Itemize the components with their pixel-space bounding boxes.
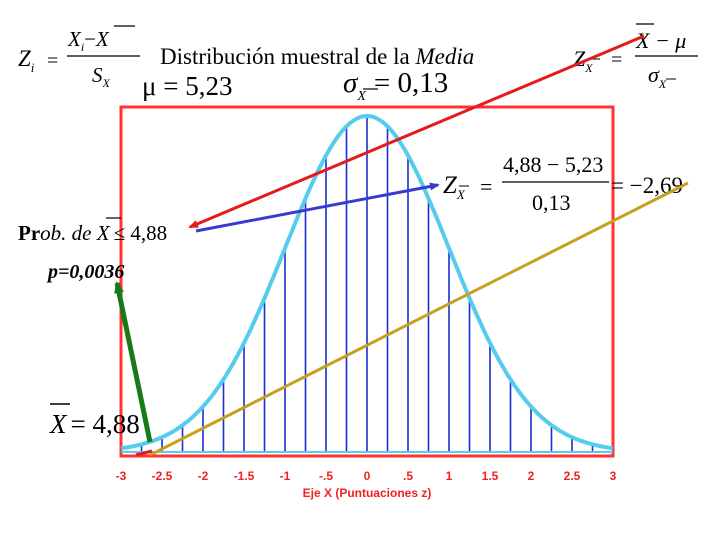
probability-label: Prob. de X ≤ 4,88 xyxy=(18,217,167,245)
gold-line xyxy=(149,181,689,457)
svg-text:=: = xyxy=(47,50,58,72)
svg-text:=: = xyxy=(480,174,492,199)
x-tick-label: -1.5 xyxy=(234,469,255,483)
x-tick-label: 2.5 xyxy=(564,469,581,483)
x-tick-label: 3 xyxy=(610,469,617,483)
red-tail-marker xyxy=(135,449,153,457)
sigma-value: σX = 0,13 xyxy=(343,67,448,104)
x-tick-label: -3 xyxy=(116,469,127,483)
svg-text:SX: SX xyxy=(92,63,111,90)
svg-text:0,13: 0,13 xyxy=(532,190,571,215)
x-tick-label: 0 xyxy=(364,469,371,483)
blue-arrow xyxy=(195,182,440,233)
svg-text:σX= 0,13: σX = 0,13 xyxy=(343,67,448,104)
svg-text:X − μ: X − μ xyxy=(635,28,686,53)
green-arrow xyxy=(114,281,153,443)
x-tick-label: 1.5 xyxy=(482,469,499,483)
svg-text:=: = xyxy=(611,49,622,71)
x-tick-label: -.5 xyxy=(319,469,333,483)
x-tick-label: .5 xyxy=(403,469,413,483)
page-title: Distribución muestral de la Media xyxy=(160,44,474,69)
x-tick-label: -1 xyxy=(280,469,291,483)
x-tick-labels: -3 -2.5 -2 -1.5 -1 -.5 0 .5 1 1.5 2 2.5 3 xyxy=(116,469,617,483)
formula-zx-value: ZX = 4,88 − 5,23 0,13 = −2,69 xyxy=(443,152,683,215)
x-tick-label: 2 xyxy=(528,469,535,483)
svg-text:Xi−X: Xi−X xyxy=(67,27,110,54)
red-arrow xyxy=(188,34,645,229)
svg-text:σX: σX xyxy=(648,62,667,91)
svg-text:4,88 − 5,23: 4,88 − 5,23 xyxy=(503,152,603,177)
p-value: p=0,0036 xyxy=(46,261,124,283)
svg-text:Zi: Zi xyxy=(18,46,35,75)
formula-zi: Zi = Xi−X SX xyxy=(18,25,140,90)
svg-text:X= 4,88: X = 4,88 xyxy=(49,409,140,439)
svg-text:ZX: ZX xyxy=(443,172,466,202)
x-axis-label: Eje X (Puntuaciones z) xyxy=(303,486,432,500)
x-tick-label: 1 xyxy=(446,469,453,483)
x-tick-label: -2.5 xyxy=(152,469,173,483)
normal-curve xyxy=(120,113,614,451)
xbar-value: X = 4,88 xyxy=(49,403,140,439)
x-tick-label: -2 xyxy=(198,469,209,483)
svg-text:Prob. de X≤ 4,88: Prob. de X ≤ 4,88 xyxy=(18,221,167,245)
mu-value: μ = 5,23 xyxy=(142,71,232,101)
svg-text:= −2,69: = −2,69 xyxy=(611,173,683,198)
